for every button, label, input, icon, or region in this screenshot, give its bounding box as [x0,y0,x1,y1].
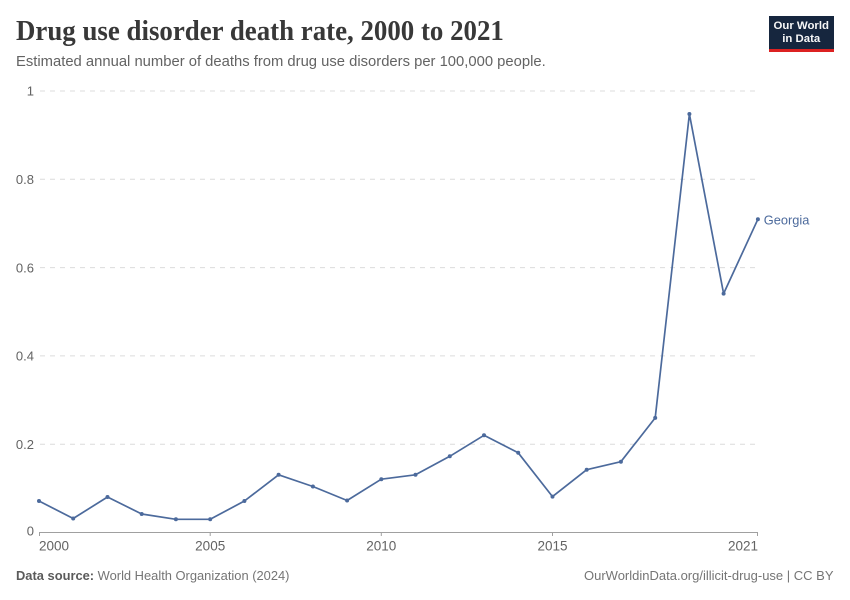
svg-text:0.8: 0.8 [16,172,34,187]
svg-text:0.2: 0.2 [16,437,34,452]
svg-text:2015: 2015 [537,538,567,553]
svg-text:0: 0 [27,524,34,539]
svg-text:2005: 2005 [195,538,225,553]
svg-text:2021: 2021 [728,538,758,553]
svg-text:Georgia: Georgia [764,213,810,228]
svg-text:0.4: 0.4 [16,349,34,364]
svg-text:2010: 2010 [366,538,396,553]
svg-text:1: 1 [27,84,34,99]
svg-text:2000: 2000 [39,538,69,553]
svg-text:0.6: 0.6 [16,260,34,275]
